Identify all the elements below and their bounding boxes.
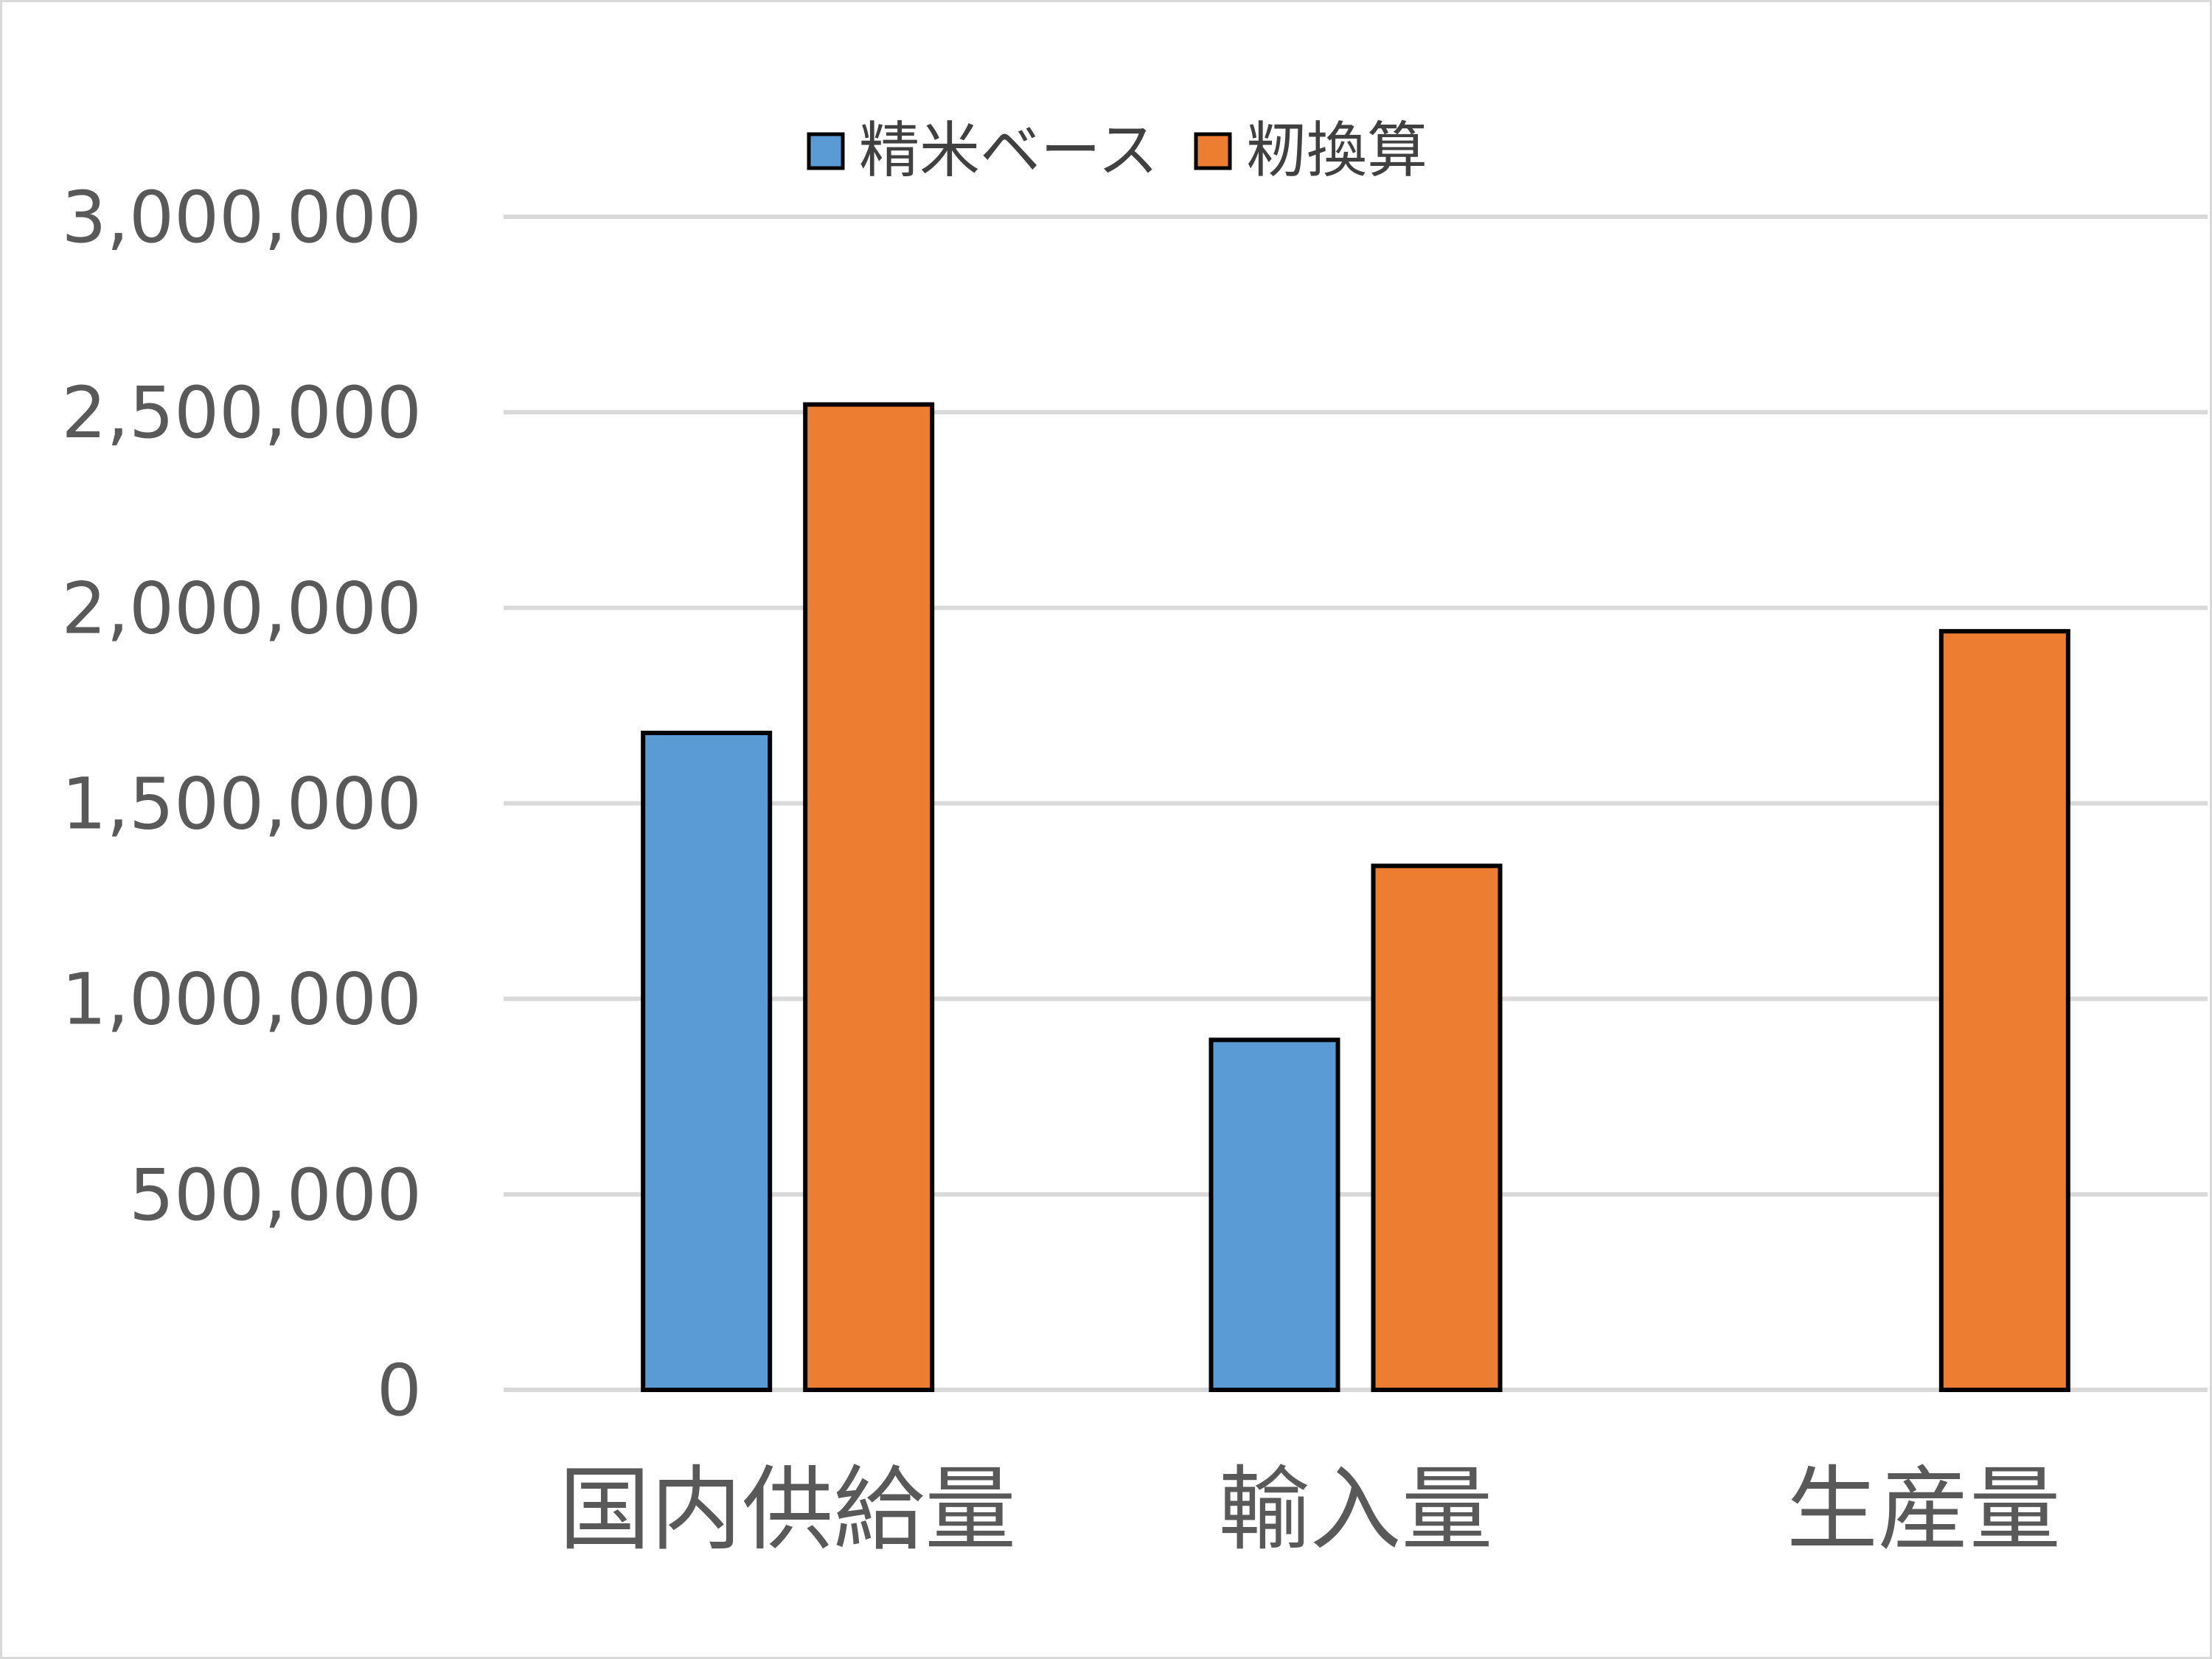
x-axis-category-labels: 国内供給量 輸入量 生産量 [559, 1457, 2061, 1563]
bar-momi-2 [1938, 629, 2070, 1392]
bar-momi-1 [1371, 863, 1503, 1393]
x-category-label: 輸入量 [1218, 1457, 1492, 1563]
y-tick-label: 0 [377, 1349, 422, 1432]
bar-momi-0 [803, 402, 935, 1392]
bar-seimai-1 [1208, 1037, 1340, 1393]
y-tick-label: 500,000 [129, 1154, 422, 1237]
y-tick-label: 2,500,000 [61, 372, 422, 454]
y-tick-label: 1,500,000 [61, 763, 422, 846]
y-tick-label: 3,000,000 [61, 176, 422, 259]
legend: 精米ベース 籾換算 [807, 116, 1427, 186]
y-tick-label: 2,000,000 [61, 567, 422, 650]
legend-swatch-1 [1194, 132, 1232, 170]
y-axis-tick-labels: 0 500,000 1,000,000 1,500,000 2,000,000 2,500… [61, 176, 422, 1432]
y-tick-label: 1,000,000 [61, 959, 422, 1041]
legend-swatch-0 [807, 132, 845, 170]
bar-seimai-0 [641, 731, 773, 1392]
x-category-label: 生産量 [1787, 1457, 2061, 1563]
x-category-label: 国内供給量 [559, 1457, 1016, 1563]
legend-label-1: 籾換算 [1246, 116, 1427, 186]
gridlines [504, 215, 2208, 1392]
bars [641, 402, 2070, 1393]
legend-label-0: 精米ベース [859, 116, 1158, 186]
